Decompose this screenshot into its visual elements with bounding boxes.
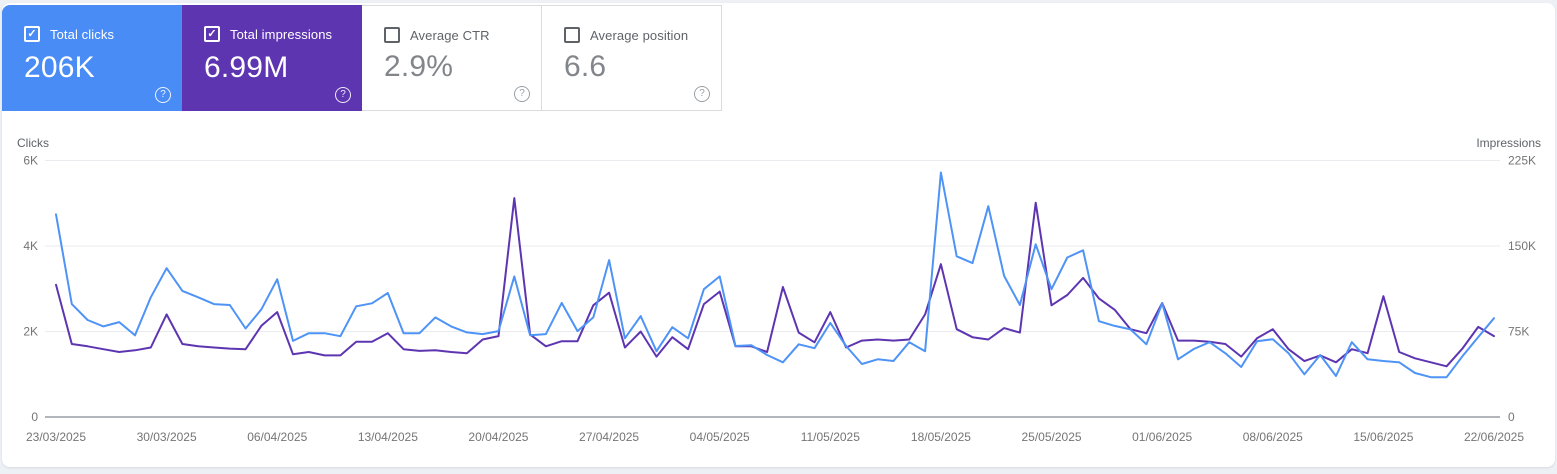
metric-card-value: 2.9% xyxy=(384,50,454,83)
x-tick-label: 20/04/2025 xyxy=(468,430,528,444)
metric-card-value: 6.6 xyxy=(564,50,607,83)
y-left-tick-label: 4K xyxy=(23,239,38,253)
x-tick-label: 01/06/2025 xyxy=(1132,430,1192,444)
x-tick-label: 27/04/2025 xyxy=(579,430,639,444)
x-tick-label: 18/05/2025 xyxy=(911,430,971,444)
help-icon[interactable]: ? xyxy=(155,87,171,103)
metric-card-label: Total clicks xyxy=(50,26,115,42)
x-tick-label: 23/03/2025 xyxy=(26,430,86,444)
y-left-tick-label: 2K xyxy=(23,325,38,339)
y-right-tick-label: 75K xyxy=(1508,325,1529,339)
metric-card-average-position[interactable]: Average position 6.6 ? xyxy=(542,5,722,111)
metric-card-label: Average position xyxy=(590,27,689,43)
metric-card-average-ctr[interactable]: Average CTR 2.9% ? xyxy=(362,5,542,111)
y-right-tick-label: 0 xyxy=(1508,410,1515,424)
y-right-tick-label: 225K xyxy=(1508,154,1536,168)
metric-cards-row: ✓ Total clicks 206K ? ✓ Total impression… xyxy=(2,5,722,111)
checkbox-icon[interactable]: ✓ xyxy=(24,26,40,42)
metric-card-label: Average CTR xyxy=(410,27,490,43)
x-tick-label: 04/05/2025 xyxy=(690,430,750,444)
x-tick-label: 13/04/2025 xyxy=(358,430,418,444)
impressions-line[interactable] xyxy=(55,197,1495,368)
x-tick-label: 30/03/2025 xyxy=(137,430,197,444)
checkbox-icon[interactable] xyxy=(384,27,400,43)
performance-panel: ✓ Total clicks 206K ? ✓ Total impression… xyxy=(2,3,1555,467)
metric-card-total-clicks[interactable]: ✓ Total clicks 206K ? xyxy=(2,5,182,111)
y-left-tick-label: 6K xyxy=(23,154,38,168)
x-tick-label: 06/04/2025 xyxy=(247,430,307,444)
x-tick-label: 15/06/2025 xyxy=(1353,430,1413,444)
x-tick-label: 22/06/2025 xyxy=(1464,430,1524,444)
help-icon[interactable]: ? xyxy=(335,87,351,103)
metric-card-value: 6.99M xyxy=(204,51,289,84)
help-icon[interactable]: ? xyxy=(694,86,710,102)
metric-card-header: ✓ Total clicks xyxy=(24,26,182,42)
metric-card-total-impressions[interactable]: ✓ Total impressions 6.99M ? xyxy=(182,5,362,111)
checkbox-icon[interactable] xyxy=(564,27,580,43)
metric-card-header: Average CTR xyxy=(384,27,541,43)
right-axis-title: Impressions xyxy=(1476,136,1541,150)
help-icon[interactable]: ? xyxy=(514,86,530,102)
metric-card-label: Total impressions xyxy=(230,26,333,42)
clicks-line[interactable] xyxy=(55,171,1495,379)
left-axis-title: Clicks xyxy=(17,136,49,150)
metric-card-header: ✓ Total impressions xyxy=(204,26,362,42)
checkbox-icon[interactable]: ✓ xyxy=(204,26,220,42)
y-left-tick-label: 0 xyxy=(31,410,38,424)
metric-card-header: Average position xyxy=(564,27,721,43)
x-tick-label: 11/05/2025 xyxy=(801,430,860,444)
y-right-tick-label: 150K xyxy=(1508,239,1536,253)
x-tick-label: 08/06/2025 xyxy=(1243,430,1303,444)
metric-card-value: 206K xyxy=(24,51,95,84)
x-tick-label: 25/05/2025 xyxy=(1022,430,1082,444)
